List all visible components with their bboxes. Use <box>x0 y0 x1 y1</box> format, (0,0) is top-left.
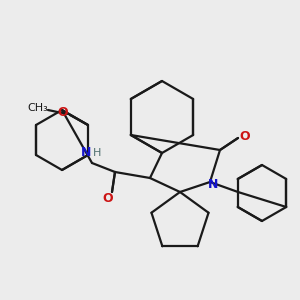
Text: CH₃: CH₃ <box>28 103 48 113</box>
Text: O: O <box>103 193 113 206</box>
Text: N: N <box>81 146 91 160</box>
Text: N: N <box>208 178 218 191</box>
Text: H: H <box>93 148 101 158</box>
Text: O: O <box>240 130 250 142</box>
Text: O: O <box>58 106 68 118</box>
